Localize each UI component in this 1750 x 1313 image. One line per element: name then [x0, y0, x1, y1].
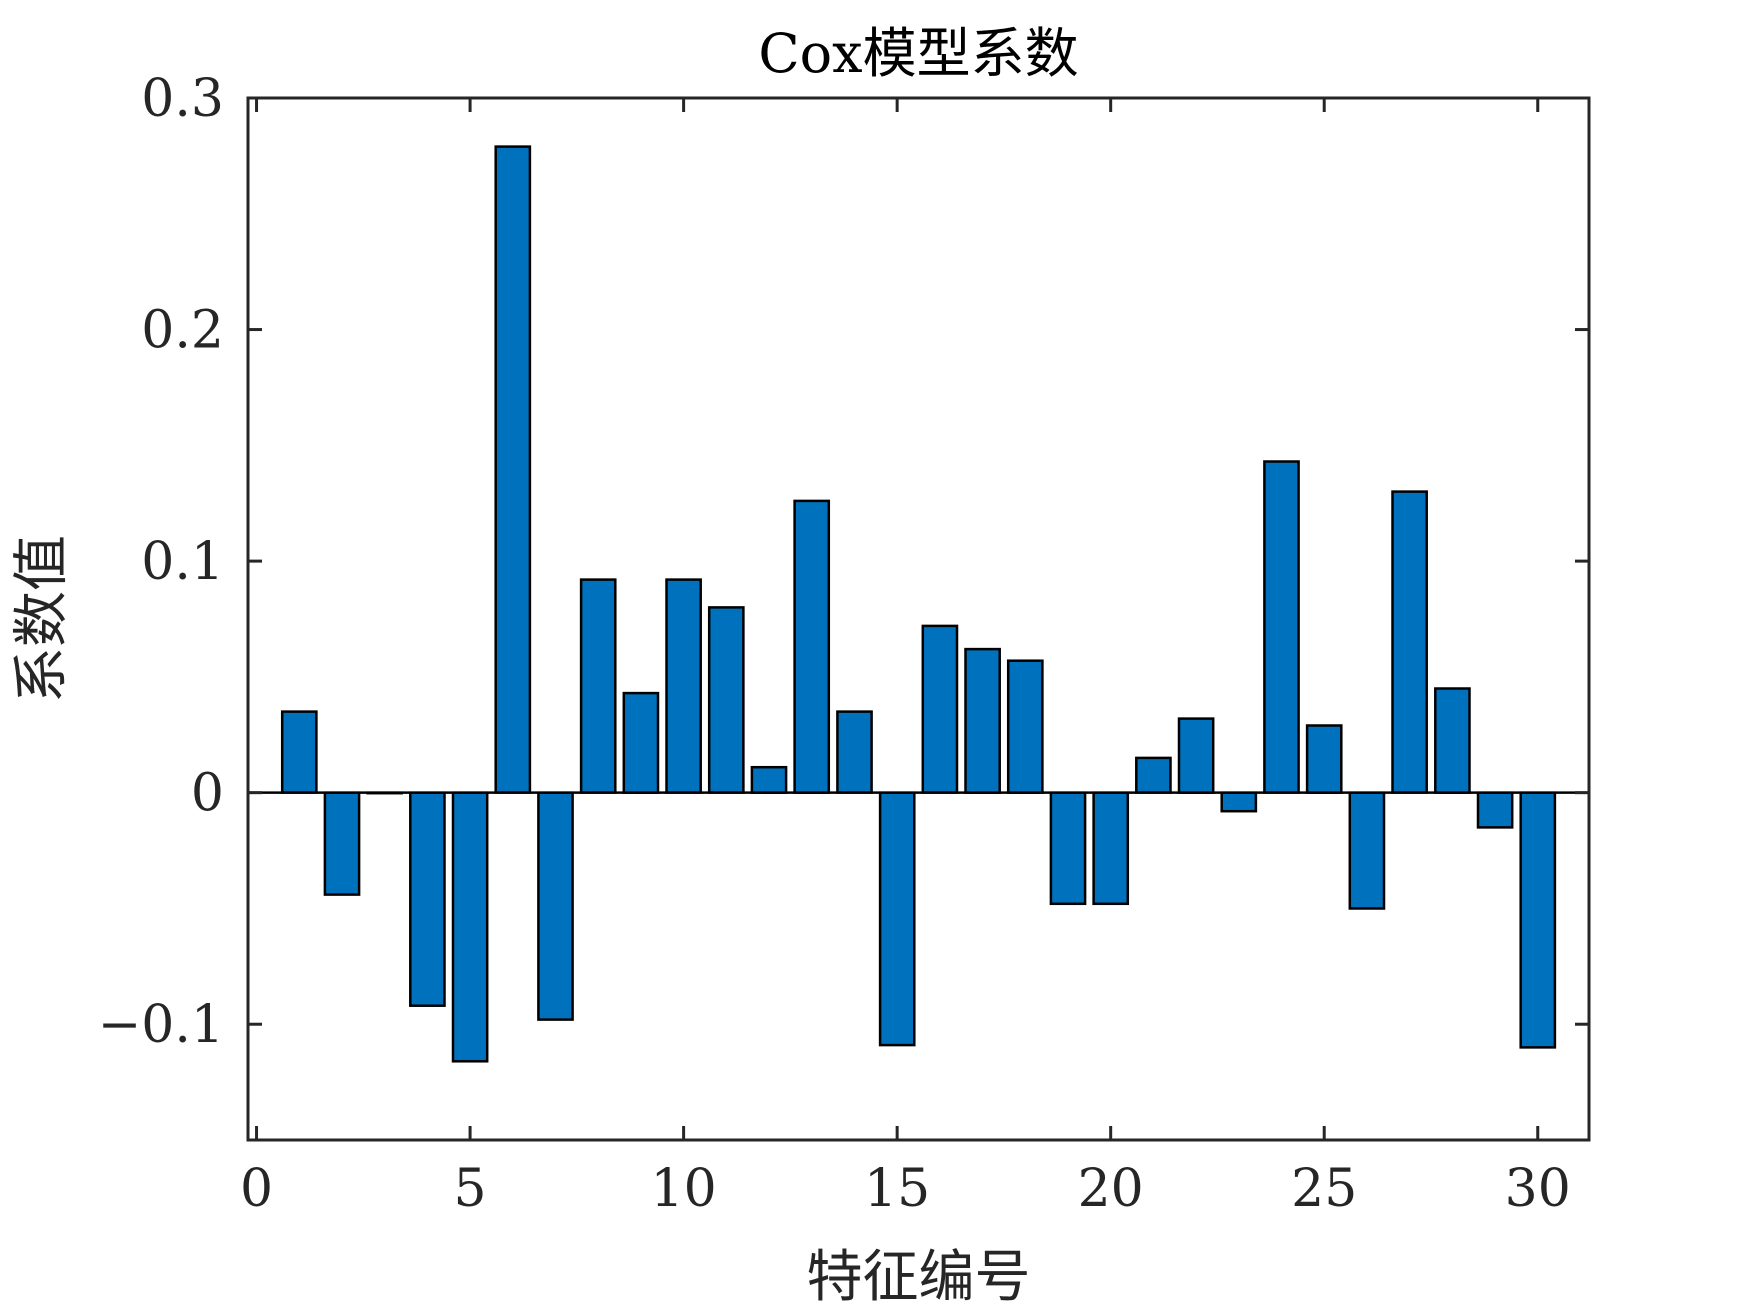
y-tick-label: 0 — [191, 764, 224, 824]
bar — [622, 691, 660, 794]
bar — [665, 578, 702, 794]
bar — [750, 765, 788, 794]
x-tick-label: 25 — [1291, 1159, 1357, 1219]
y-tick-label: −0.1 — [98, 995, 224, 1055]
bar — [964, 647, 1001, 794]
bar — [1049, 791, 1087, 906]
bar — [878, 791, 916, 1047]
bar — [1177, 717, 1215, 794]
x-tick-labels: 0 5 10 15 20 25 30 — [240, 1159, 1571, 1219]
bar — [579, 578, 617, 794]
y-axis-label: 系数值 — [10, 535, 75, 703]
bar — [494, 145, 532, 794]
y-tick-label: 0.2 — [141, 301, 224, 361]
y-tick-label: 0.1 — [141, 532, 224, 592]
bar — [409, 791, 446, 1007]
x-tick-label: 30 — [1505, 1159, 1571, 1219]
bar — [1092, 791, 1130, 906]
x-tick-label: 0 — [240, 1159, 273, 1219]
bar — [921, 624, 959, 794]
bar — [1434, 687, 1471, 794]
bar — [1263, 460, 1300, 794]
plot-frame — [246, 96, 1591, 1142]
chart-title: Cox模型系数 — [758, 22, 1078, 85]
bar — [836, 710, 873, 794]
x-tick-label: 5 — [454, 1159, 487, 1219]
x-tick-label: 15 — [864, 1159, 930, 1219]
bar — [707, 606, 745, 794]
bar — [537, 791, 574, 1021]
x-tick-label: 10 — [651, 1159, 717, 1219]
bar — [1220, 791, 1258, 813]
bar — [1135, 756, 1172, 794]
bar — [1305, 724, 1343, 794]
y-tick-labels: −0.1 0 0.1 0.2 0.3 — [98, 69, 224, 1055]
bar — [451, 791, 489, 1063]
x-axis-label: 特征编号 — [807, 1245, 1031, 1310]
bar — [1476, 791, 1514, 829]
bars-layer — [280, 145, 1557, 1063]
bar — [323, 791, 361, 896]
bar — [793, 499, 831, 794]
bar — [280, 710, 318, 794]
bar — [1348, 791, 1386, 910]
ticks-layer — [248, 96, 1589, 1140]
bar — [1006, 659, 1044, 794]
x-tick-label: 20 — [1078, 1159, 1144, 1219]
bar — [1519, 791, 1557, 1049]
bar — [1391, 490, 1428, 794]
y-tick-label: 0.3 — [141, 69, 224, 129]
